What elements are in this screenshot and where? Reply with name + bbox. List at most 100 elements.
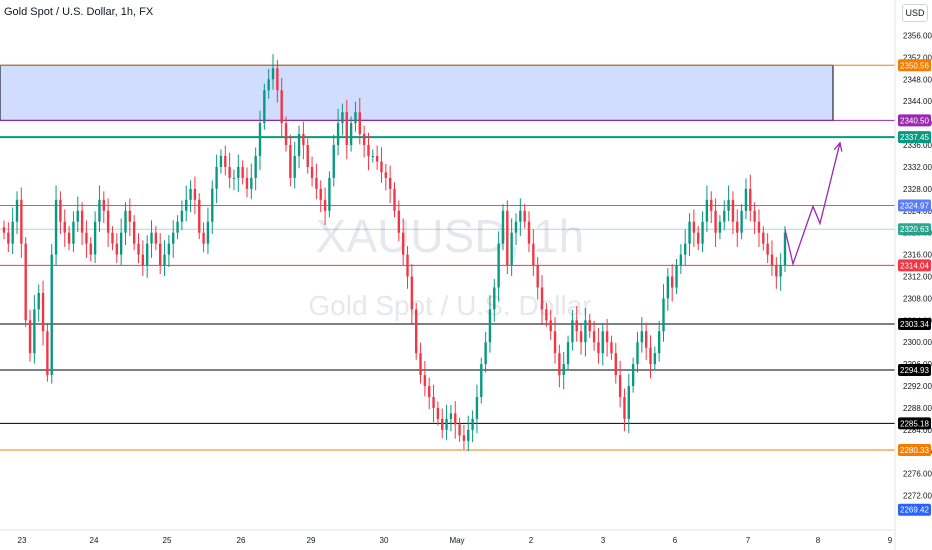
candle-body	[336, 123, 340, 146]
candle-body	[163, 254, 166, 266]
candle-body	[98, 199, 101, 222]
candle-body	[666, 276, 670, 299]
candle-body	[618, 375, 622, 398]
candle-body	[193, 188, 197, 200]
symbol-title: Gold Spot / U.S. Dollar, 1h, FX	[4, 6, 154, 18]
candle-body	[328, 177, 331, 211]
candle-body	[445, 418, 448, 430]
candle-body	[684, 243, 687, 255]
candle-body	[510, 232, 513, 266]
price-level-tag	[898, 114, 931, 127]
candle-body	[323, 199, 327, 211]
candle-body	[2, 227, 6, 233]
candle-body	[93, 221, 97, 255]
currency-selector[interactable]: USD	[902, 4, 928, 22]
time-tick-label: 7	[746, 536, 751, 545]
candle-body	[310, 166, 314, 178]
candle-body	[380, 161, 383, 173]
candle-body	[540, 287, 544, 310]
candle-body	[119, 232, 123, 255]
candle-body	[736, 221, 739, 233]
candle-body	[415, 309, 418, 354]
candle-body	[727, 199, 730, 211]
candle-body	[180, 210, 184, 222]
candle-body	[601, 331, 604, 354]
candle-body	[302, 134, 305, 146]
price-tick-label: 2272.00	[903, 492, 932, 501]
price-level-label: 2350.56	[900, 61, 929, 70]
price-tick-label: 2292.00	[903, 382, 932, 391]
price-level-label: 2324.97	[900, 201, 929, 210]
candle-body	[258, 123, 262, 156]
time-tick-label: 24	[90, 536, 99, 545]
candle-body	[85, 232, 88, 244]
candle-body	[115, 243, 119, 255]
candle-body	[7, 232, 10, 244]
candle-body	[33, 309, 36, 354]
candle-body	[770, 254, 774, 266]
candle-body	[679, 254, 683, 266]
candle-body	[63, 221, 66, 233]
candle-body	[15, 199, 19, 222]
price-tick-label: 2276.00	[903, 470, 932, 479]
candle-body	[297, 134, 301, 156]
candle-body	[397, 210, 401, 233]
candle-body	[597, 342, 600, 354]
candle-body	[388, 177, 392, 189]
price-level-tag	[898, 199, 931, 212]
candle-body	[688, 221, 691, 244]
candle-body	[263, 90, 266, 124]
candle-body	[341, 112, 344, 124]
candle-body	[701, 221, 704, 244]
candle-body	[37, 292, 40, 310]
candle-body	[306, 145, 309, 167]
candle-body	[605, 331, 609, 343]
candle-body	[59, 199, 62, 222]
candle-body	[614, 353, 617, 376]
projection-arrowhead	[833, 141, 843, 152]
candle-body	[232, 177, 236, 179]
price-level-label: 2269.42	[900, 506, 929, 515]
time-tick-label: May	[449, 536, 464, 545]
candle-body	[141, 254, 145, 266]
candle-body	[549, 320, 552, 332]
price-level-tag	[898, 364, 931, 377]
price-tick-label: 2284.00	[903, 426, 932, 435]
candle-body	[250, 177, 253, 189]
candle-body	[354, 112, 357, 124]
candle-body	[519, 210, 522, 222]
candle-body	[653, 353, 657, 365]
candle-body	[185, 199, 188, 211]
candle-body	[219, 155, 223, 167]
price-tick-label: 2308.00	[903, 294, 932, 303]
candle-body	[592, 331, 596, 343]
candle-body	[176, 221, 179, 233]
candle-body	[588, 320, 591, 332]
price-level-label: 2320.63	[900, 225, 929, 234]
price-level-tag	[898, 223, 931, 236]
candle-body	[458, 424, 461, 436]
candle-body	[89, 243, 92, 255]
candle-body	[132, 221, 136, 244]
candle-body	[224, 155, 227, 167]
candle-body	[150, 232, 153, 244]
candle-body	[271, 68, 275, 80]
candle-body	[72, 221, 75, 244]
price-level-tag	[898, 443, 931, 456]
candle-body	[293, 155, 296, 178]
price-level-label: 2314.04	[900, 261, 929, 270]
candle-body	[124, 210, 127, 233]
candle-body	[28, 320, 32, 354]
candle-body	[757, 221, 761, 233]
candle-body	[128, 210, 132, 222]
candle-body	[267, 79, 270, 91]
candle-body	[762, 232, 765, 244]
candle-body	[714, 210, 717, 233]
price-level-label: 2280.33	[900, 446, 929, 455]
price-tick-label: 2312.00	[903, 273, 932, 282]
candle-body	[523, 210, 526, 222]
candle-body	[254, 155, 257, 178]
candle-body	[441, 418, 444, 430]
resistance-zone	[0, 64, 834, 121]
